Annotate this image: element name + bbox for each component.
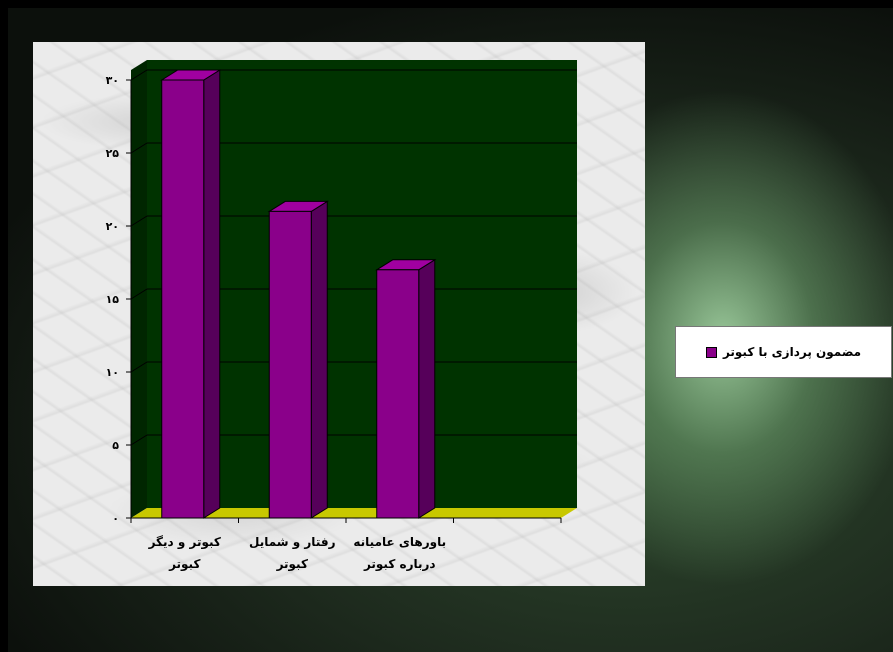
- slide-background: ۰ ۵ ۱۰ ۱۵ ۲۰ ۲۵ ۳۰ کبوتر و دیگر کبوتر رفتار و شم…: [8, 8, 893, 652]
- x-category-label: باورهای عامیانه: [353, 535, 446, 550]
- bar-side: [310, 200, 328, 519]
- x-axis: کبوتر و دیگر کبوتر رفتار و شمایل کبوتر باوره…: [130, 517, 562, 572]
- gridline-depth: [130, 142, 148, 154]
- x-category-label: رفتار و شمایل: [249, 535, 336, 550]
- bar: [268, 210, 312, 519]
- gridline-depth: [130, 69, 148, 81]
- gridline-depth: [130, 361, 148, 373]
- gridline-depth: [130, 434, 148, 446]
- plot-side-wall: [131, 60, 147, 518]
- bar-chart: ۰ ۵ ۱۰ ۱۵ ۲۰ ۲۵ ۳۰ کبوتر و دیگر کبوتر رفتار و شم…: [106, 60, 577, 572]
- gridline-depth: [130, 215, 148, 227]
- bars: [160, 69, 437, 519]
- y-tick-label: ۵: [112, 439, 119, 452]
- plot-floor: [131, 508, 577, 518]
- y-axis: ۰ ۵ ۱۰ ۱۵ ۲۰ ۲۵ ۳۰: [106, 74, 132, 525]
- y-tick-label: ۱۵: [106, 293, 120, 306]
- bar: [376, 269, 420, 519]
- legend-label: مضمون پردازی با کبوتر: [722, 345, 862, 359]
- y-tick-label: ۳۰: [106, 74, 119, 87]
- x-category-label: درباره کبوتر: [363, 557, 436, 572]
- x-category-label: کبوتر و دیگر: [148, 535, 221, 550]
- bar-side: [418, 258, 436, 519]
- y-tick-label: ۱۰: [106, 366, 119, 379]
- x-category-label: کبوتر: [276, 557, 308, 572]
- gridline-depth: [130, 288, 148, 300]
- legend: مضمون پردازی با کبوتر: [675, 326, 892, 378]
- y-tick-label: ۰: [112, 512, 119, 525]
- y-tick-label: ۲۵: [106, 147, 120, 160]
- bar-side: [203, 69, 221, 519]
- x-category-label: کبوتر: [168, 557, 200, 572]
- y-tick-label: ۲۰: [106, 220, 119, 233]
- legend-swatch: [705, 346, 717, 358]
- bar: [161, 79, 205, 519]
- chart-panel: ۰ ۵ ۱۰ ۱۵ ۲۰ ۲۵ ۳۰ کبوتر و دیگر کبوتر رفتار و شم…: [33, 42, 645, 586]
